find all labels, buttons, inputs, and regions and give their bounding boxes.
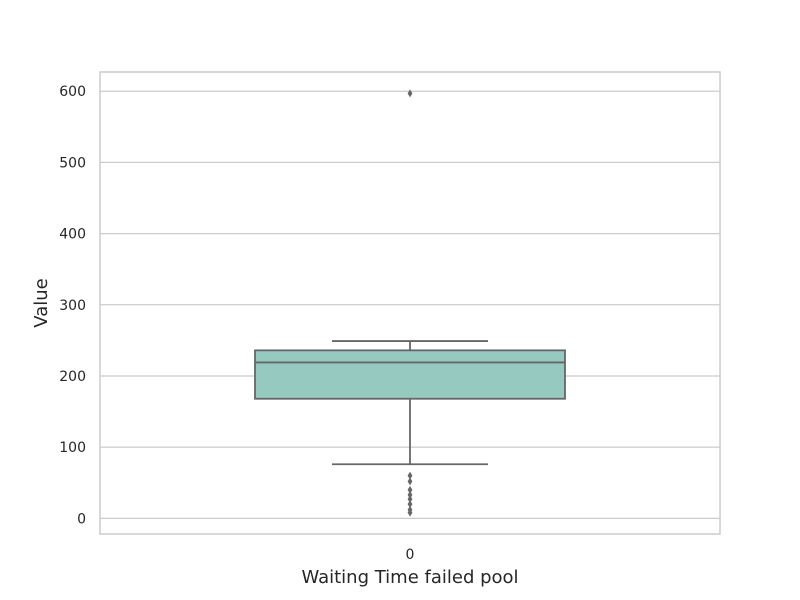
y-tick-label: 600 [59,84,86,100]
box-marks [254,89,566,517]
plot-frame [99,71,721,535]
outlier-point [407,89,413,98]
y-axis-label: Value [31,278,52,327]
outlier-point [407,485,413,494]
y-tick-label: 300 [59,298,86,314]
x-axis-label: Waiting Time failed pool [301,567,518,588]
outlier-point [407,490,413,499]
outlier-point [407,495,413,504]
outlier-point [407,500,413,509]
y-tick-label: 0 [77,511,86,527]
interquartile-box [254,349,566,400]
y-tick-label: 100 [59,440,86,456]
y-tick-label: 400 [59,227,86,243]
y-axis-ticks: 0 100 200 300 400 500 600 [59,84,86,527]
y-tick-label: 500 [59,155,86,171]
y-tick-label: 200 [59,369,86,385]
outlier-point [407,477,413,486]
outlier-point [407,508,413,517]
x-axis-ticks: 0 [406,547,415,563]
x-tick-label: 0 [406,547,415,563]
outlier-point [407,471,413,480]
